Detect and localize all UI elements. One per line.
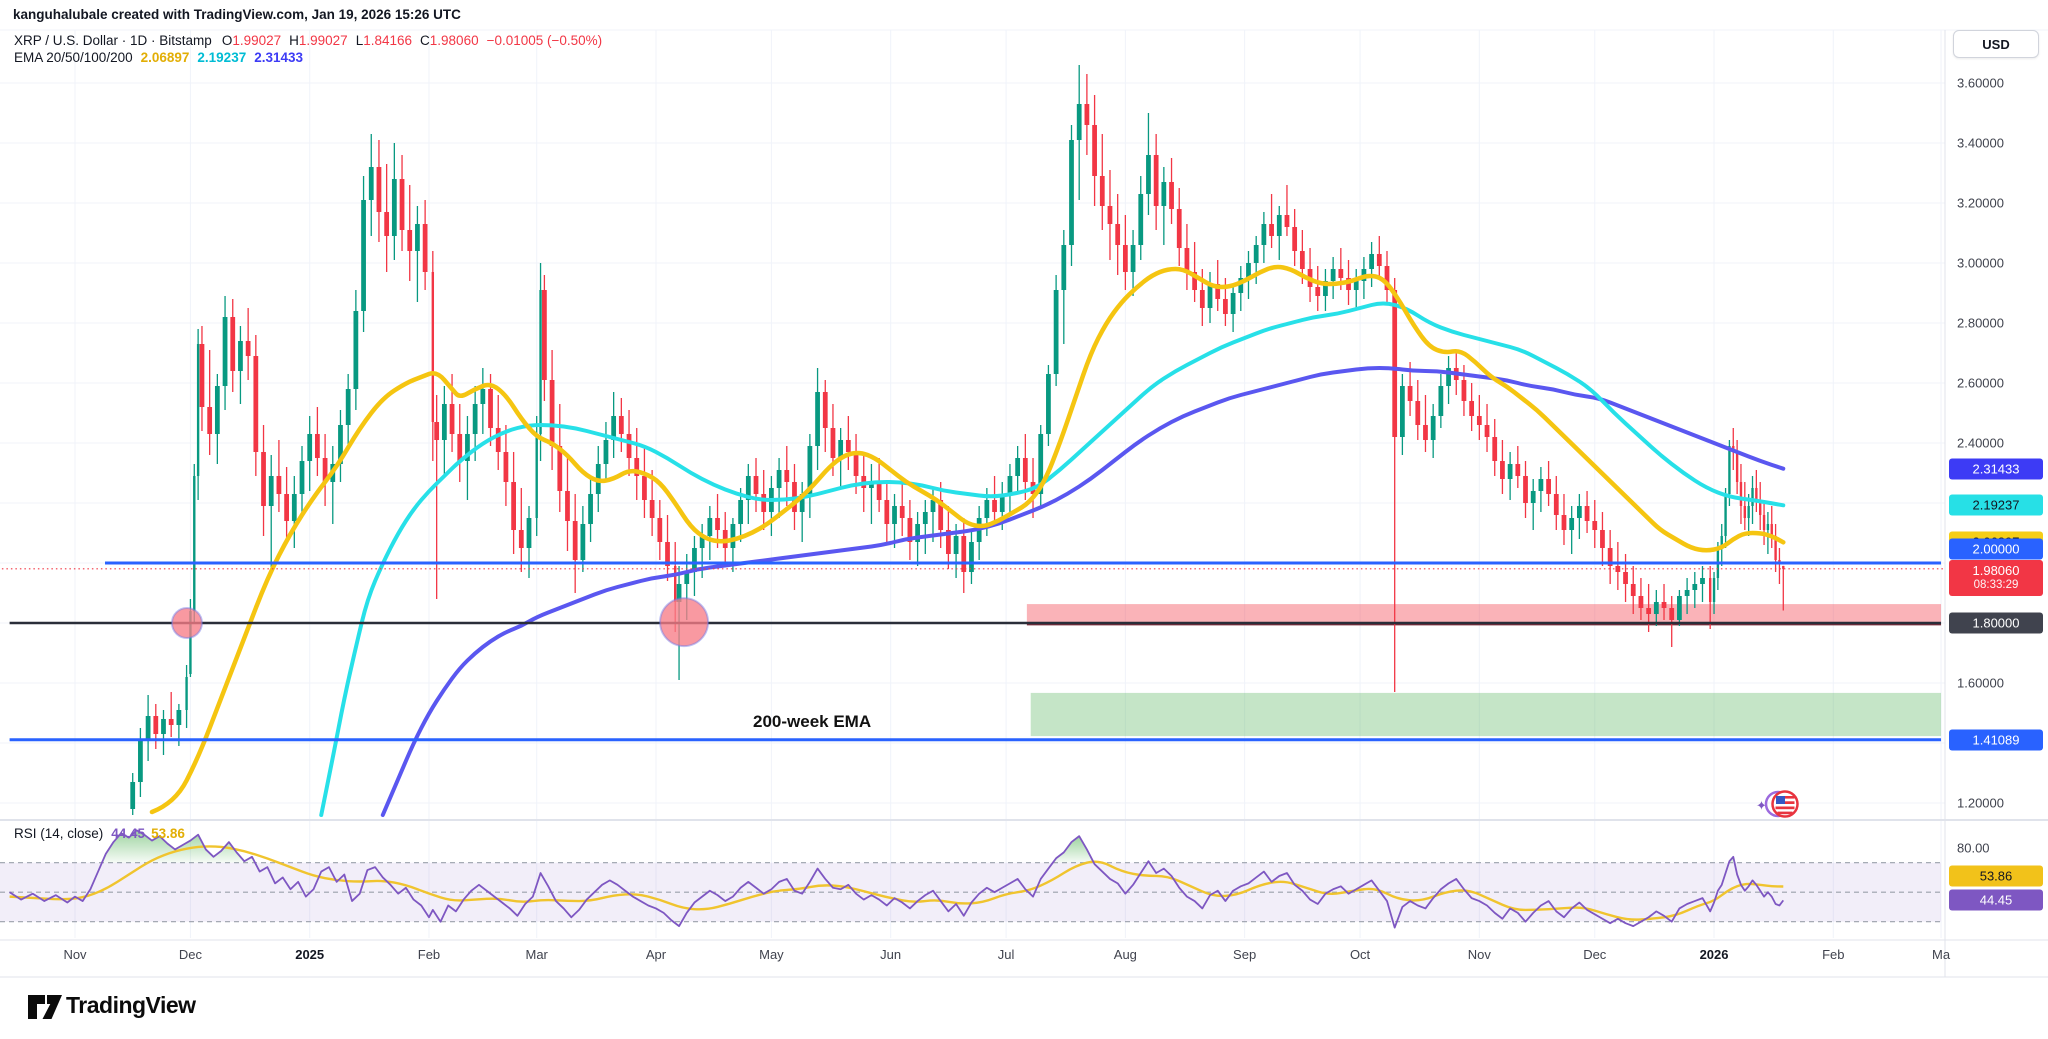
time-axis-label-Aug: Aug	[1113, 947, 1137, 962]
ema-fast-line	[149, 264, 1786, 815]
rsi-ma-line	[9, 845, 1784, 921]
us-flag-icon	[1771, 790, 1799, 818]
open-value: 1.99027	[232, 33, 282, 48]
time-axis-label-Jul: Jul	[997, 947, 1015, 962]
rsi-indicator-label: RSI (14, close)	[14, 826, 104, 841]
page-title: kanguhalubale created with TradingView.c…	[13, 7, 461, 22]
price-badge-44.45[interactable]: 44.45	[1949, 889, 2043, 911]
price-badge-53.86[interactable]: 53.86	[1949, 865, 2043, 886]
price-tick: 1.20000	[1957, 795, 2004, 811]
200-week-ema-annotation: 200-week EMA	[753, 712, 872, 731]
price-tick: 3.60000	[1957, 75, 2004, 91]
retest-circle-apr-2025	[659, 597, 710, 648]
rsi-tick: 80.00	[1957, 840, 1990, 856]
rsi-line	[9, 829, 1785, 929]
open-label: O	[221, 33, 233, 48]
ema-label: EMA 20/50/100/200	[14, 50, 133, 65]
ema20-value: 2.06897	[140, 50, 190, 65]
ema50-value: 2.19237	[197, 50, 247, 65]
time-axis-label-Ma: Ma	[1932, 947, 1951, 962]
sparkle-icon: ✦	[1756, 798, 1767, 813]
close-value: 1.98060	[429, 33, 479, 48]
time-axis-label-Oct: Oct	[1349, 947, 1371, 962]
rsi-overbought-fill	[1052, 836, 1094, 863]
time-axis-label-Jun: Jun	[880, 947, 902, 962]
time-axis-label-2025: 2025	[295, 947, 325, 962]
price-badge-1.41089[interactable]: 1.41089	[1949, 729, 2043, 751]
ema-mid-line	[319, 301, 1786, 817]
symbol-title: XRP / U.S. Dollar · 1D · Bitstamp	[14, 33, 212, 48]
price-tick: 3.00000	[1957, 255, 2004, 271]
time-axis-label-Mar: Mar	[525, 947, 548, 962]
high-value: 1.99027	[298, 33, 348, 48]
ema100-value: 2.31433	[254, 50, 304, 65]
price-badge-1.98060[interactable]: 1.98060 08:33:29	[1949, 559, 2043, 596]
time-axis-label-Dec: Dec	[178, 947, 202, 962]
price-badge-2.31433[interactable]: 2.31433	[1949, 458, 2043, 480]
rsi-ma-value: 53.86	[151, 826, 185, 841]
price-tick: 2.40000	[1957, 435, 2004, 451]
price-tick: 3.20000	[1957, 195, 2004, 211]
time-axis-label-Feb: Feb	[1822, 947, 1845, 962]
supply-zone-red	[1026, 604, 1942, 624]
time-axis-label-Dec: Dec	[1583, 947, 1607, 962]
us-economic-event-icon[interactable]: ✦	[1752, 786, 1812, 827]
ema-legend[interactable]: EMA 20/50/100/200 2.06897 2.19237 2.31433	[14, 50, 311, 65]
tradingview-logo-icon[interactable]	[28, 993, 62, 1026]
ema-slow-line	[380, 365, 1786, 817]
demand-zone-green	[1030, 692, 1942, 737]
time-axis-label-May: May	[759, 947, 784, 962]
price-tick: 1.60000	[1957, 675, 2004, 691]
grid-lines	[0, 30, 1945, 938]
price-pane	[1, 65, 1945, 817]
close-label: C	[420, 33, 430, 48]
change-value: −0.01005 (−0.50%)	[486, 33, 603, 48]
rsi-legend[interactable]: RSI (14, close) 44.45 53.86	[14, 826, 191, 841]
time-axis-label-2026: 2026	[1699, 947, 1729, 962]
rsi-value: 44.45	[111, 826, 146, 841]
time-axis-label-Sep: Sep	[1233, 947, 1257, 962]
symbol-legend[interactable]: XRP / U.S. Dollar · 1D · Bitstamp O1.9902…	[14, 33, 602, 48]
price-tick: 3.40000	[1957, 135, 2004, 151]
price-badge-2.00000[interactable]: 2.00000	[1949, 538, 2043, 560]
retest-circle-dec-2024	[170, 607, 203, 639]
time-axis-label-Nov: Nov	[1467, 947, 1491, 962]
price-tick: 2.80000	[1957, 315, 2004, 331]
price-badge-1.80000[interactable]: 1.80000	[1949, 612, 2043, 634]
time-axis-label-Nov: Nov	[63, 947, 87, 962]
low-value: 1.84166	[363, 33, 413, 48]
low-label: L	[355, 33, 364, 48]
price-badge-2.19237[interactable]: 2.19237	[1949, 494, 2043, 516]
high-label: H	[289, 33, 299, 48]
rsi-pane	[0, 829, 1941, 929]
price-tick: 2.60000	[1957, 375, 2004, 391]
time-axis-label-Apr: Apr	[645, 947, 667, 962]
currency-toggle-button[interactable]: USD	[1953, 30, 2039, 58]
time-axis-label-Feb: Feb	[417, 947, 441, 962]
tradingview-brand-text[interactable]: TradingView	[66, 992, 196, 1018]
